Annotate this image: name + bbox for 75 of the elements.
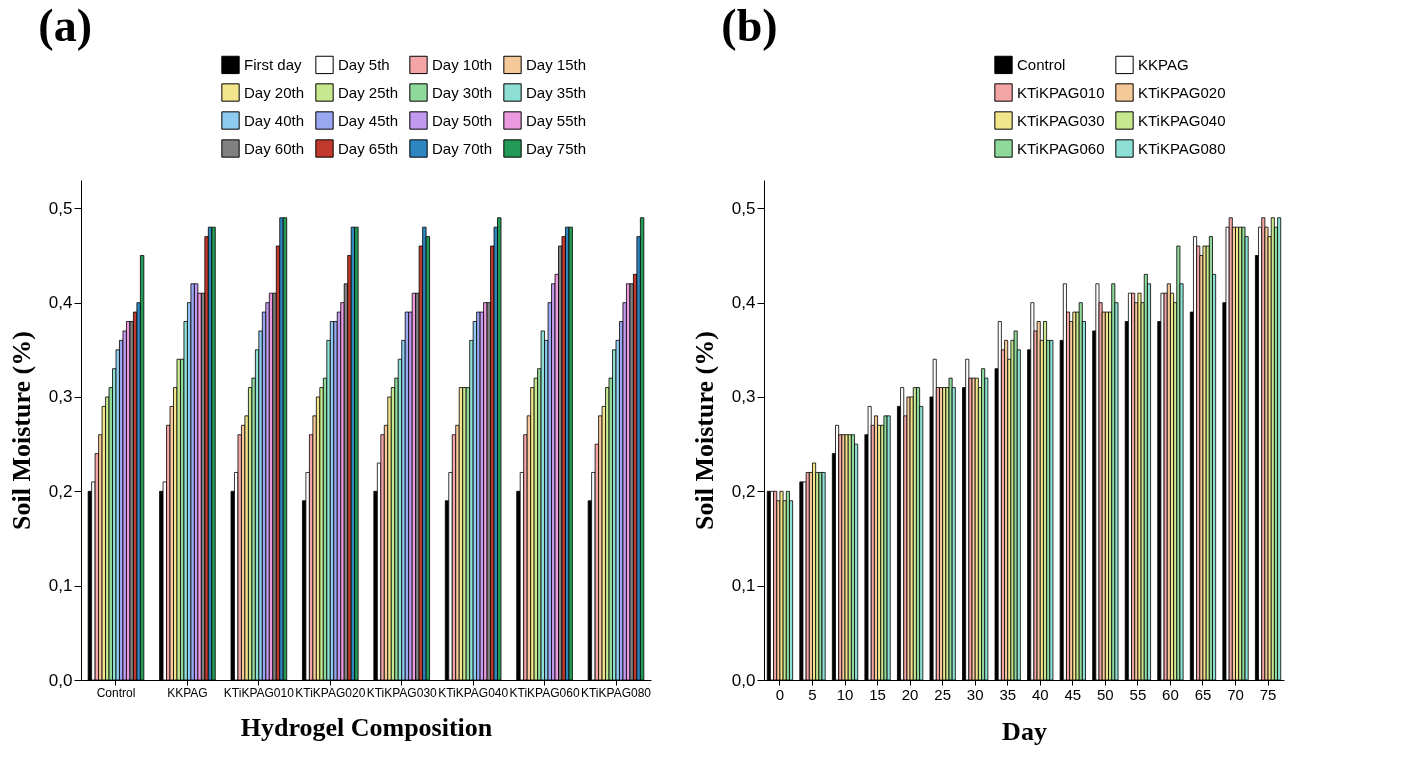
x-tick-label: KTiKPAG080 [580,685,652,700]
x-tick-label: 45 [1064,685,1082,703]
legend-label: Day 10th [432,55,493,73]
legend-label: Day 35th [526,83,587,101]
legend-label: KTiKPAG040 [1138,111,1226,129]
legend-label: Day 55th [526,111,587,129]
legend-label: Day 65th [338,139,399,157]
x-tick-label: 15 [869,685,886,703]
bar [867,406,872,681]
x-tick-label: 0 [775,685,785,703]
bar [932,358,937,681]
legend-label: Day 40th [244,111,305,129]
x-tick-label: KKPAG [167,685,208,700]
x-axis-title: Day [1002,716,1047,746]
x-tick-label: 30 [966,685,984,703]
legend-label: KTiKPAG030 [1017,111,1105,129]
y-axis-title: Soil Moisture (%) [689,331,719,530]
y-tick-label: 0,1 [731,576,756,596]
bar [462,387,467,681]
legend-label: KTiKPAG020 [1138,83,1226,101]
bar [176,358,181,681]
bar [948,377,953,681]
x-tick-label: 50 [1097,685,1114,703]
y-tick-label: 0,3 [731,387,756,407]
x-tick-label: KTiKPAG020 [295,685,366,700]
y-tick-label: 0,4 [731,293,756,313]
chart-title: (a) [38,0,93,51]
legend-label: Day 15th [526,55,587,73]
bar [279,217,284,681]
y-tick-label: 0,0 [731,670,756,690]
x-tick-label: 35 [999,685,1017,703]
y-tick-label: 0,5 [731,198,756,218]
x-tick-label: KTiKPAG030 [366,685,438,700]
legend-label: Day 25th [338,83,399,101]
y-tick-label: 0,0 [48,670,73,690]
legend-label: KTiKPAG010 [1017,83,1105,101]
y-tick-label: 0,2 [731,481,756,501]
legend-label: Day 60th [244,139,305,157]
legend-label: Day 5th [338,55,390,73]
legend-label: KTiKPAG080 [1138,139,1226,157]
x-tick-label: KTiKPAG060 [509,685,580,700]
y-axis-title: Soil Moisture (%) [6,331,36,530]
x-tick-label: KTiKPAG010 [223,685,295,700]
x-tick-label: 60 [1162,685,1179,703]
legend-label: Day 75th [526,139,587,157]
legend-label: Day 30th [432,83,493,101]
x-tick-label: 65 [1194,685,1212,703]
x-tick-label: 20 [901,685,919,703]
x-tick-label: 70 [1227,685,1244,703]
chart-title: (b) [721,0,778,51]
bar [1013,330,1018,681]
x-tick-label: 40 [1031,685,1049,703]
legend-label: Day 20th [244,83,305,101]
legend-label: First day [244,55,303,73]
legend-label: Control [1017,55,1066,73]
legend-label: KKPAG [1138,55,1189,73]
x-tick-label: Control [96,685,136,700]
y-tick-label: 0,4 [48,293,73,313]
bar [190,283,195,681]
y-tick-label: 0,1 [48,576,73,596]
bar [540,330,545,681]
legend-label: Day 50th [432,111,493,129]
x-tick-label: KTiKPAG040 [438,685,509,700]
x-axis-title: Hydrogel Composition [240,712,493,742]
y-tick-label: 0,5 [48,198,73,218]
x-tick-label: 55 [1129,685,1147,703]
x-tick-label: 10 [836,685,854,703]
x-tick-label: 75 [1259,685,1277,703]
x-tick-label: 5 [808,685,817,703]
legend-label: KTiKPAG060 [1017,139,1105,157]
legend-label: Day 70th [432,139,493,157]
y-tick-label: 0,2 [48,481,73,501]
legend-label: Day 45th [338,111,399,129]
x-tick-label: 25 [934,685,951,703]
y-tick-label: 0,3 [48,387,73,407]
